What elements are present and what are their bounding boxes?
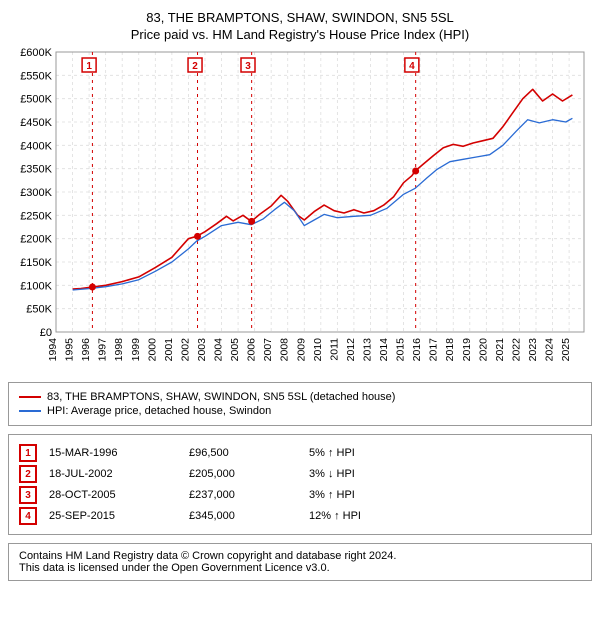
svg-text:2016: 2016 <box>411 338 423 362</box>
svg-text:£250K: £250K <box>20 210 52 222</box>
transaction-price: £237,000 <box>189 489 309 501</box>
footer-line2: This data is licensed under the Open Gov… <box>19 562 581 574</box>
svg-text:2015: 2015 <box>395 338 407 362</box>
svg-text:1997: 1997 <box>97 338 109 362</box>
svg-text:1998: 1998 <box>113 338 125 362</box>
svg-text:2010: 2010 <box>312 338 324 362</box>
transaction-price: £96,500 <box>189 447 309 459</box>
svg-text:2025: 2025 <box>560 338 572 362</box>
transaction-hpi-delta: 3% ↑ HPI <box>309 489 419 501</box>
svg-text:2021: 2021 <box>494 338 506 362</box>
legend-label: 83, THE BRAMPTONS, SHAW, SWINDON, SN5 5S… <box>47 391 395 403</box>
svg-text:1994: 1994 <box>47 338 59 362</box>
transaction-date: 25-SEP-2015 <box>49 510 189 522</box>
transaction-marker: 4 <box>19 507 37 525</box>
svg-text:2004: 2004 <box>213 338 225 362</box>
svg-text:£100K: £100K <box>20 280 52 292</box>
svg-text:2005: 2005 <box>229 338 241 362</box>
svg-text:2007: 2007 <box>262 338 274 362</box>
transaction-row: 3 28-OCT-2005£237,0003% ↑ HPI <box>19 486 581 504</box>
svg-text:2020: 2020 <box>477 338 489 362</box>
legend-item: HPI: Average price, detached house, Swin… <box>19 405 581 417</box>
transaction-row: 1 15-MAR-1996£96,5005% ↑ HPI <box>19 444 581 462</box>
svg-text:2012: 2012 <box>345 338 357 362</box>
svg-text:2006: 2006 <box>246 338 258 362</box>
chart-container: £0 £50K £100K £150K £200K £250K £300K £350K £400… <box>8 44 592 374</box>
svg-text:2022: 2022 <box>510 338 522 362</box>
title-address: 83, THE BRAMPTONS, SHAW, SWINDON, SN5 5S… <box>8 10 592 25</box>
svg-text:£350K: £350K <box>20 164 52 176</box>
svg-text:2011: 2011 <box>328 338 340 361</box>
legend-swatch <box>19 410 41 412</box>
footer-line1: Contains HM Land Registry data © Crown c… <box>19 550 581 562</box>
svg-text:£0: £0 <box>40 327 52 339</box>
transaction-hpi-delta: 3% ↓ HPI <box>309 468 419 480</box>
transaction-date: 18-JUL-2002 <box>49 468 189 480</box>
title-subtitle: Price paid vs. HM Land Registry's House … <box>8 27 592 42</box>
svg-text:2001: 2001 <box>163 338 175 362</box>
transaction-marker: 2 <box>19 465 37 483</box>
price-chart: £0 £50K £100K £150K £200K £250K £300K £350K £400… <box>8 44 592 374</box>
transaction-date: 15-MAR-1996 <box>49 447 189 459</box>
svg-text:2002: 2002 <box>179 338 191 362</box>
legend-item: 83, THE BRAMPTONS, SHAW, SWINDON, SN5 5S… <box>19 391 581 403</box>
svg-text:2024: 2024 <box>544 338 556 362</box>
svg-text:£500K: £500K <box>20 94 52 106</box>
transaction-marker: 1 <box>19 444 37 462</box>
svg-text:£450K: £450K <box>20 117 52 129</box>
transaction-price: £205,000 <box>189 468 309 480</box>
transaction-row: 4 25-SEP-2015£345,00012% ↑ HPI <box>19 507 581 525</box>
svg-text:£200K: £200K <box>20 234 52 246</box>
transactions-table: 115-MAR-1996£96,5005% ↑ HPI218-JUL-2002£… <box>8 434 592 535</box>
svg-text:£50K: £50K <box>26 304 52 316</box>
transaction-hpi-delta: 5% ↑ HPI <box>309 447 419 459</box>
transaction-hpi-delta: 12% ↑ HPI <box>309 510 419 522</box>
svg-text:1: 1 <box>86 61 92 72</box>
svg-text:£400K: £400K <box>20 140 52 152</box>
svg-text:2023: 2023 <box>527 338 539 362</box>
svg-text:4: 4 <box>409 61 415 72</box>
svg-text:2000: 2000 <box>146 338 158 362</box>
footer-attribution: Contains HM Land Registry data © Crown c… <box>8 543 592 581</box>
svg-text:2018: 2018 <box>444 338 456 362</box>
svg-text:£300K: £300K <box>20 187 52 199</box>
svg-text:£600K: £600K <box>20 47 52 59</box>
svg-text:1996: 1996 <box>80 338 92 362</box>
svg-text:1999: 1999 <box>130 338 142 362</box>
transaction-date: 28-OCT-2005 <box>49 489 189 501</box>
svg-text:2014: 2014 <box>378 338 390 362</box>
transaction-price: £345,000 <box>189 510 309 522</box>
svg-text:2003: 2003 <box>196 338 208 362</box>
svg-text:2017: 2017 <box>428 338 440 362</box>
svg-text:3: 3 <box>245 61 251 72</box>
svg-text:1995: 1995 <box>64 338 76 362</box>
svg-text:2009: 2009 <box>295 338 307 362</box>
legend-swatch <box>19 396 41 398</box>
svg-text:2: 2 <box>192 61 198 72</box>
svg-text:£550K: £550K <box>20 70 52 82</box>
svg-text:£150K: £150K <box>20 257 52 269</box>
svg-text:2013: 2013 <box>361 338 373 362</box>
svg-text:2008: 2008 <box>279 338 291 362</box>
legend: 83, THE BRAMPTONS, SHAW, SWINDON, SN5 5S… <box>8 382 592 426</box>
transaction-marker: 3 <box>19 486 37 504</box>
svg-text:2019: 2019 <box>461 338 473 362</box>
legend-label: HPI: Average price, detached house, Swin… <box>47 405 271 417</box>
transaction-row: 2 18-JUL-2002£205,0003% ↓ HPI <box>19 465 581 483</box>
